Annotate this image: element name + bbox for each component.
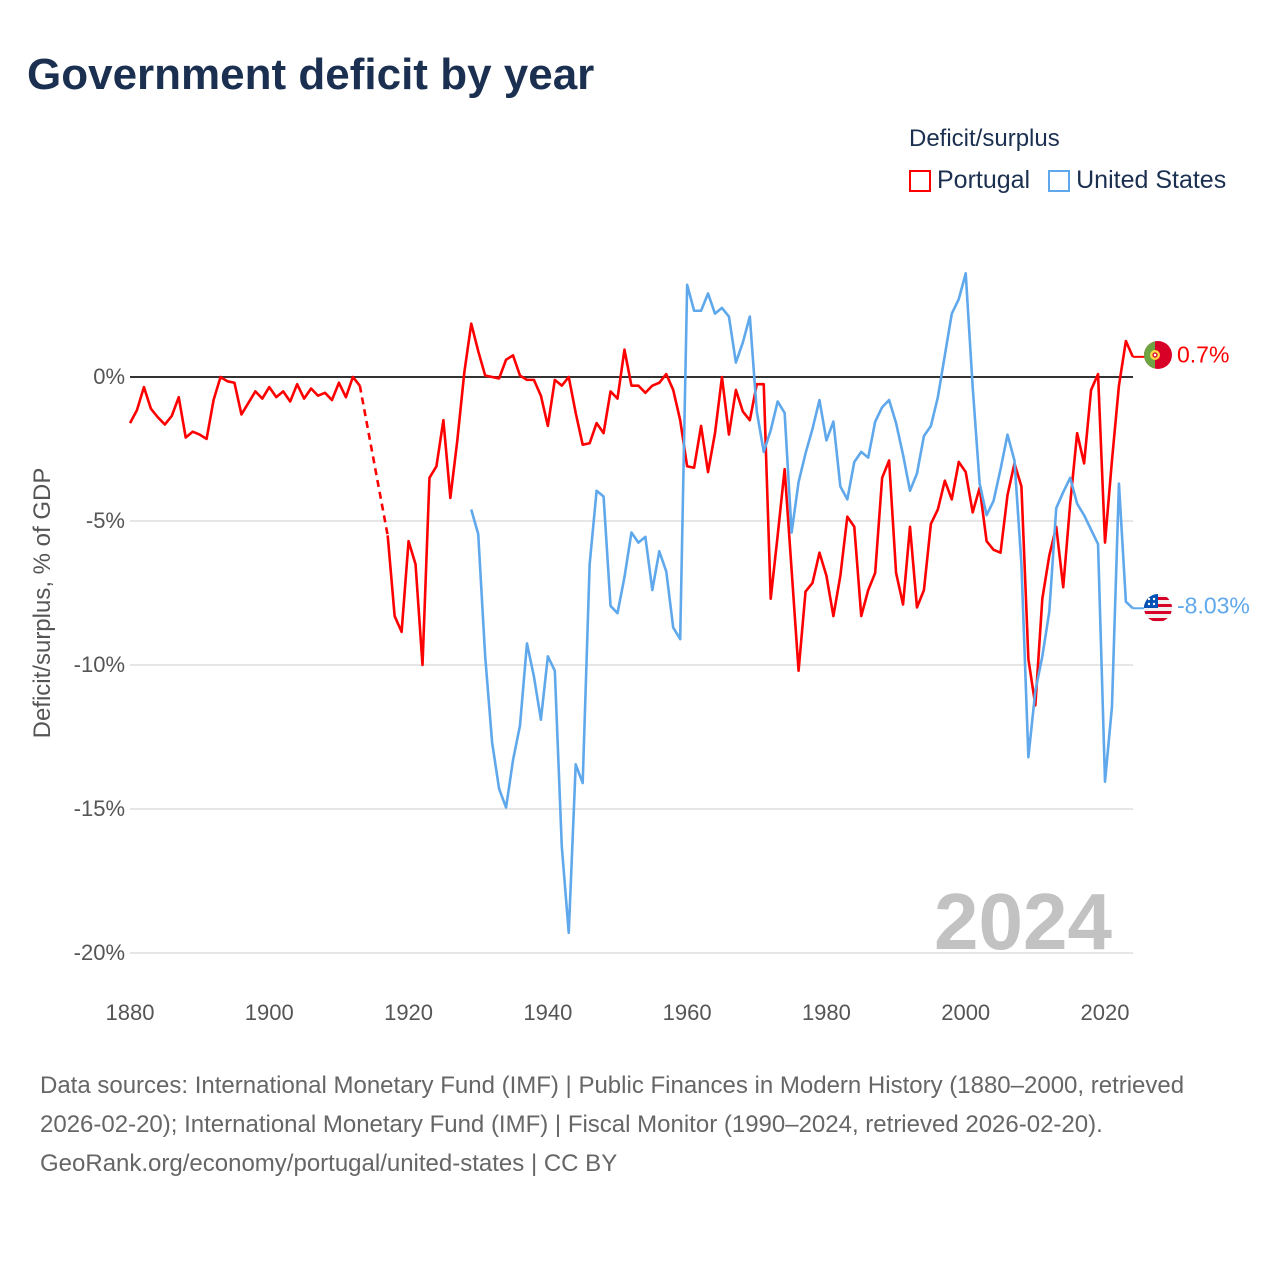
footer: Data sources: International Monetary Fun…: [40, 1066, 1240, 1183]
x-tick-label: 1900: [244, 1000, 294, 1025]
y-axis-label: Deficit/surplus, % of GDP: [29, 467, 56, 739]
legend-label-portugal: Portugal: [937, 166, 1031, 194]
x-tick-label: 1980: [801, 1000, 851, 1025]
y-tick-label: 0%: [93, 364, 125, 389]
gridlines: [130, 376, 1133, 954]
chart-title: Government deficit by year: [27, 50, 595, 99]
portugal-flag-icon: [1144, 341, 1172, 369]
legend: Portugal United States: [909, 166, 1226, 195]
united-states-end-value: -8.03%: [1177, 592, 1250, 619]
portugal-line: [386, 322, 1135, 707]
credit-link[interactable]: GeoRank.org/economy/portugal/united-stat…: [40, 1150, 618, 1177]
year-watermark: 2024: [934, 877, 1112, 966]
united-states-flag-icon: [1144, 594, 1172, 622]
portugal-missing-data-line: [358, 385, 389, 536]
y-tick-label: -10%: [73, 652, 125, 677]
legend-swatch-portugal: [909, 169, 931, 192]
united-states-line: [469, 272, 1134, 935]
x-tick-label: 2020: [1080, 1000, 1130, 1025]
x-tick-label: 1960: [662, 1000, 712, 1025]
data-sources: Data sources: International Monetary Fun…: [40, 1072, 1185, 1138]
legend-item-united-states[interactable]: United States: [1048, 166, 1226, 195]
x-tick-label: 2000: [941, 1000, 991, 1025]
legend-label-united-states: United States: [1076, 166, 1227, 194]
legend-swatch-united-states: [1048, 169, 1071, 192]
y-tick-label: -20%: [73, 940, 125, 965]
x-tick-label: 1920: [384, 1000, 434, 1025]
series-lines: [128, 272, 1146, 935]
portugal-end-value: 0.7%: [1177, 341, 1230, 368]
y-tick-label: -15%: [73, 796, 125, 821]
portugal-line: [128, 375, 361, 441]
legend-title: Deficit/surplus: [909, 125, 1060, 152]
y-tick-label: -5%: [85, 508, 125, 533]
legend-item-portugal[interactable]: Portugal: [909, 166, 1030, 195]
x-tick-label: 1880: [105, 1000, 155, 1025]
x-tick-label: 1940: [523, 1000, 573, 1025]
